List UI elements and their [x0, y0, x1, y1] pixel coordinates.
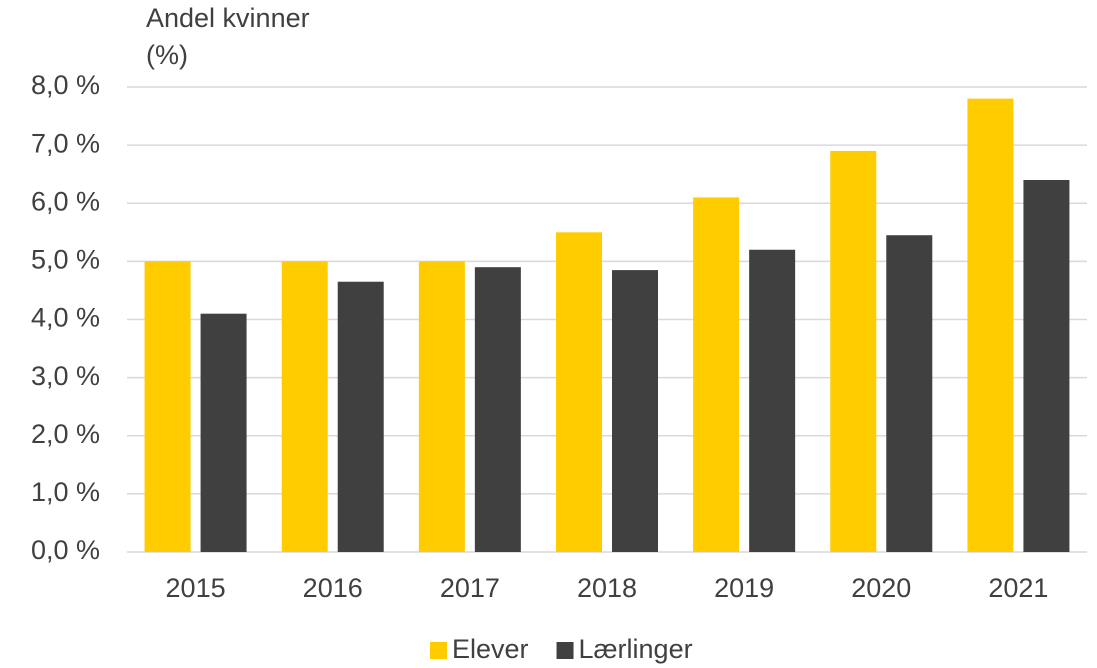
bar — [418, 261, 465, 552]
bar — [337, 281, 384, 552]
y-tick-label: 3,0 % — [31, 361, 100, 391]
bar — [830, 150, 877, 552]
x-tick-label: 2017 — [440, 573, 500, 603]
y-tick-label: 2,0 % — [31, 419, 100, 449]
legend-label: Elever — [452, 634, 529, 664]
y-tick-label: 7,0 % — [31, 128, 100, 158]
y-tick-label: 4,0 % — [31, 303, 100, 333]
bar — [474, 267, 521, 552]
bar — [281, 261, 328, 552]
x-tick-label: 2019 — [714, 573, 774, 603]
bar — [886, 235, 933, 552]
y-tick-label: 8,0 % — [31, 70, 100, 100]
y-tick-label: 5,0 % — [31, 245, 100, 275]
y-tick-label: 0,0 % — [31, 535, 100, 565]
y-axis-label: (%) — [146, 40, 188, 70]
bar — [200, 313, 247, 552]
bar — [967, 98, 1014, 552]
legend-swatch — [430, 642, 447, 659]
bar — [693, 197, 740, 552]
bar — [144, 261, 191, 552]
x-tick-label: 2021 — [988, 573, 1048, 603]
bar — [749, 249, 796, 552]
y-tick-label: 6,0 % — [31, 186, 100, 216]
bar — [1023, 180, 1070, 552]
y-tick-label: 1,0 % — [31, 477, 100, 507]
legend-swatch — [556, 642, 574, 659]
legend-label: Lærlinger — [579, 634, 693, 664]
bar — [612, 270, 658, 552]
x-tick-label: 2016 — [303, 573, 363, 603]
x-tick-label: 2020 — [851, 573, 911, 603]
x-tick-label: 2018 — [577, 573, 637, 603]
x-tick-label: 2015 — [166, 573, 226, 603]
bar — [556, 232, 602, 552]
y-axis-label: Andel kvinner — [146, 3, 310, 33]
